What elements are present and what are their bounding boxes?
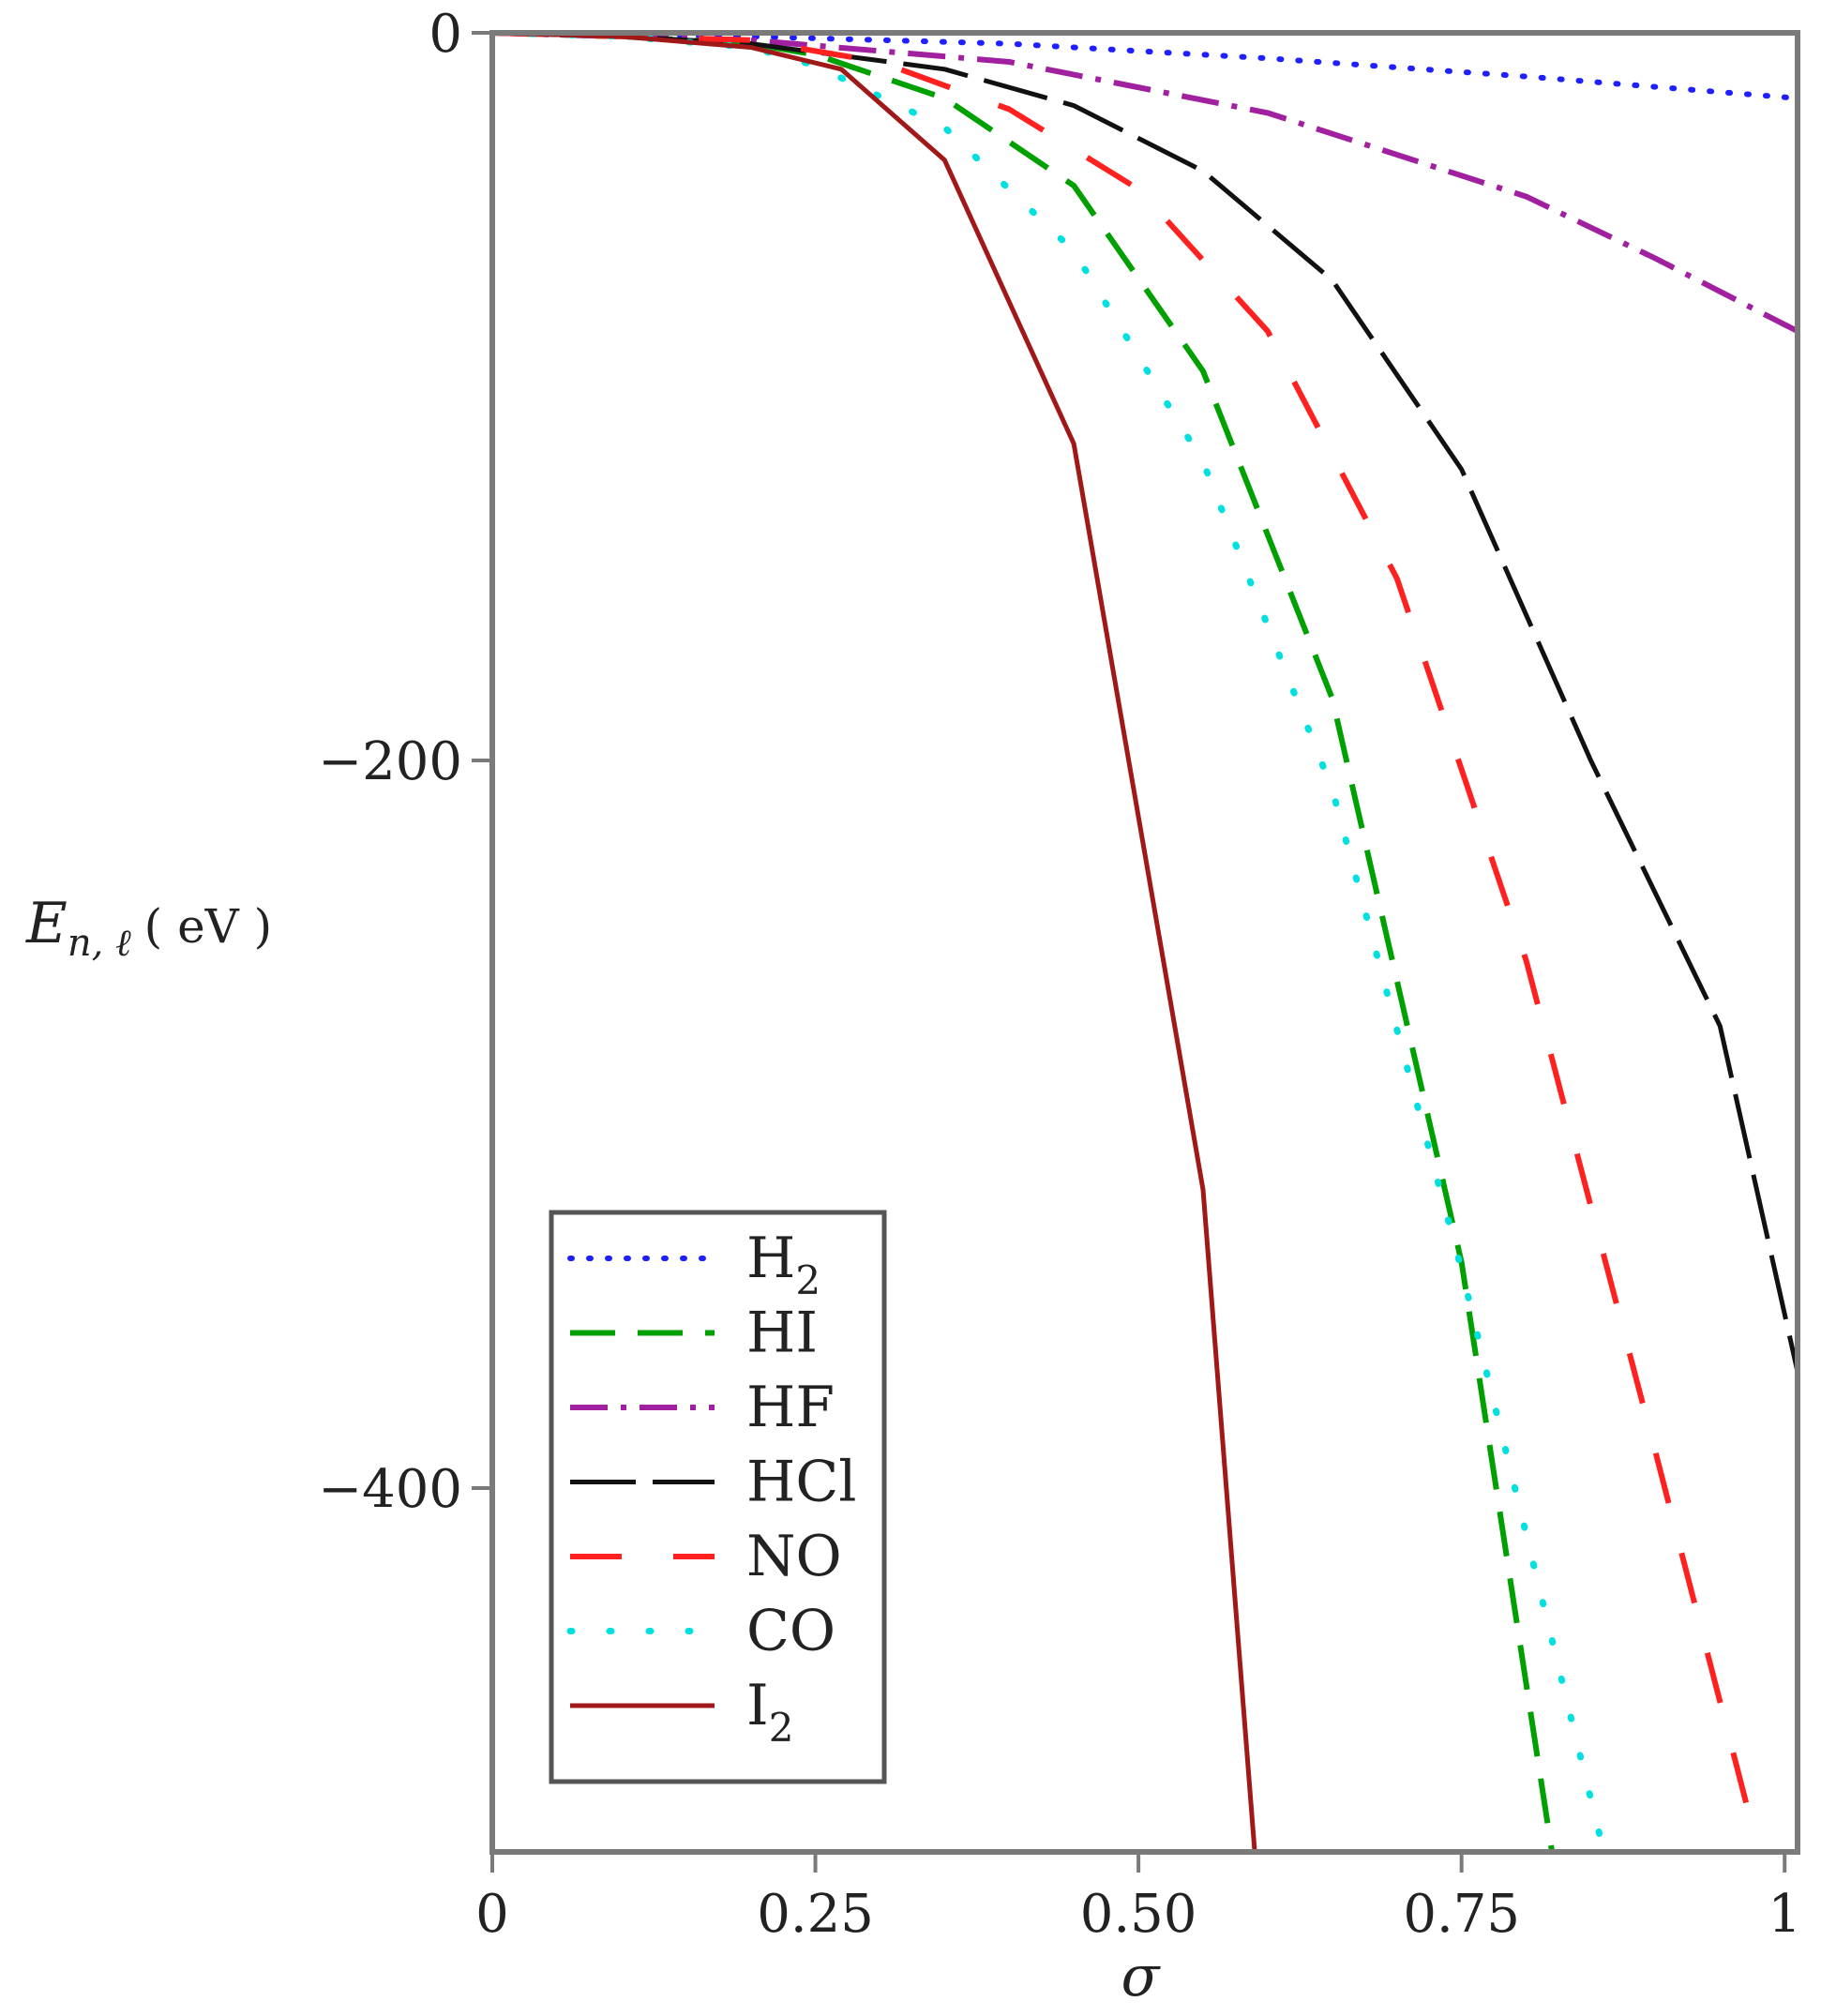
legend-entry: H2 <box>746 1226 820 1303</box>
legend-entry: CO <box>746 1599 835 1664</box>
series-line-hf <box>492 33 1798 334</box>
x-tick-label: 0.25 <box>757 1884 874 1945</box>
legend-entry: NO <box>746 1524 842 1589</box>
legend-entry-name: NO <box>746 1524 842 1589</box>
legend-entry-subscript: 2 <box>795 1257 820 1303</box>
series-layer <box>492 33 1798 1852</box>
y-tick-label: 0 <box>429 4 462 65</box>
x-tick-label: 0.75 <box>1403 1884 1520 1945</box>
legend-entry: HCl <box>746 1450 856 1515</box>
legend-entry-name: HF <box>746 1375 835 1440</box>
legend-entry: HI <box>746 1301 818 1366</box>
legend-entry-subscript: 2 <box>769 1705 794 1751</box>
legend-entry-name: I <box>746 1673 769 1738</box>
x-tick-label: 1 <box>1768 1884 1801 1945</box>
x-axis-label: σ <box>1121 1944 1162 2009</box>
y-axis-label-main: E <box>25 891 68 956</box>
series-line-no <box>492 33 1762 1852</box>
legend-frame <box>549 1210 887 1784</box>
series-line-i2 <box>492 33 1257 1852</box>
plot-frame <box>489 30 1800 1855</box>
legend-entry-name: HCl <box>746 1450 856 1515</box>
legend-entry: I2 <box>746 1673 793 1751</box>
legend-entry-name: HI <box>746 1301 818 1366</box>
y-tick-label: −400 <box>318 1459 462 1520</box>
y-axis-label-unit: ( eV ) <box>144 899 273 954</box>
legend-entry-name: CO <box>746 1599 835 1664</box>
y-tick-label: −200 <box>318 731 462 792</box>
tick-layer: 0 0.25 0.50 0.75 1 0 −200 −400 <box>318 4 1801 1945</box>
x-tick-label: 0.50 <box>1080 1884 1197 1945</box>
legend-entry-name: H <box>746 1226 795 1291</box>
x-tick-label: 0 <box>475 1884 509 1945</box>
y-axis-label: En, ℓ ( eV ) <box>25 891 272 965</box>
y-axis-label-sub: n, ℓ <box>68 922 131 965</box>
legend-entry: HF <box>746 1375 835 1440</box>
